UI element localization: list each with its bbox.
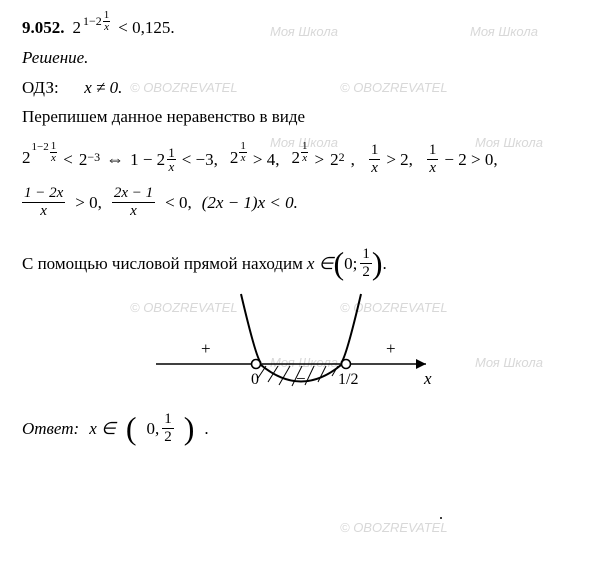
base: 2 — [73, 16, 82, 40]
zero-label: 0 — [251, 371, 259, 388]
term: > 2, — [386, 150, 413, 170]
num: 1 — [162, 412, 174, 429]
x-axis-label: x — [423, 369, 432, 388]
domain-line: ОДЗ: x ≠ 0. — [22, 76, 570, 100]
term: 2 — [291, 148, 300, 168]
problem-line: 9.052. 2 1−2 1 x < 0,125. — [22, 16, 570, 40]
den: x — [112, 203, 155, 219]
interval-a: 0, — [146, 417, 159, 441]
plus-label: + — [201, 339, 211, 358]
comma: , — [351, 150, 355, 170]
term: − 2 > 0, — [444, 150, 497, 170]
term: 1 − 2 — [130, 150, 165, 170]
domain-cond: x ≠ 0. — [84, 78, 122, 97]
watermark: © OBOZREVATEL — [340, 520, 448, 535]
exp: 2 — [339, 150, 345, 165]
sign-diagram: + + − 0 1/2 x — [146, 286, 446, 406]
term: 2 — [230, 148, 239, 168]
watermark: Моя Школа — [475, 355, 543, 370]
term: (2x − 1)x < 0. — [202, 193, 298, 213]
rewrite-text: Перепишем данное неравенство в виде — [22, 105, 570, 129]
plus-label: + — [386, 339, 396, 358]
exp: 1−2 — [32, 141, 49, 164]
period: . — [204, 417, 208, 441]
x-in: x ∈ — [307, 252, 334, 276]
half-label: 1/2 — [338, 371, 358, 388]
rparen-icon: ) — [372, 251, 383, 277]
exp-left: 1−2 — [83, 13, 102, 30]
equation-line-1: 2 1−2 1x < 2 −3 ⇔ 1 − 2 1x < −3, 2 1x > … — [22, 143, 570, 176]
interval-a: 0; — [344, 252, 357, 276]
text: С помощью числовой прямой находим — [22, 252, 303, 276]
iff: ⇔ — [106, 149, 124, 170]
equation-line-2: 1 − 2xx > 0, 2x − 1x < 0, (2x − 1)x < 0. — [22, 186, 570, 219]
answer-line: Ответ: x ∈ ( 0, 12 ) . — [22, 412, 570, 445]
term: > 4, — [253, 150, 280, 170]
exp: −3 — [87, 150, 100, 165]
term: < −3, — [182, 150, 218, 170]
domain-label: ОДЗ: — [22, 78, 59, 97]
numberline-text: С помощью числовой прямой находим x ∈ ( … — [22, 247, 570, 280]
x-in: x ∈ — [89, 417, 116, 441]
minus-label: − — [296, 369, 306, 388]
exp-frac-den: x — [103, 22, 111, 33]
term: < 0, — [165, 193, 192, 213]
num: 2x − 1 — [112, 186, 155, 203]
op: < — [63, 150, 73, 170]
lparen-icon: ( — [126, 416, 137, 442]
term: 2 — [79, 150, 88, 170]
lparen-icon: ( — [334, 251, 345, 277]
period: . — [383, 252, 387, 276]
solution-label: Решение. — [22, 46, 570, 70]
term: 2 — [330, 150, 339, 170]
den: 2 — [360, 264, 372, 280]
num: 1 − 2x — [22, 186, 65, 203]
answer-label: Ответ: — [22, 417, 79, 441]
rparen-icon: ) — [184, 416, 195, 442]
problem-number: 9.052. — [22, 16, 65, 40]
dot — [440, 517, 442, 519]
rhs: < 0,125. — [118, 16, 174, 40]
op: > — [314, 150, 324, 170]
num: 1 — [360, 247, 372, 264]
term: 2 — [22, 148, 31, 168]
den: x — [22, 203, 65, 219]
den: 2 — [162, 429, 174, 445]
term: > 0, — [75, 193, 102, 213]
